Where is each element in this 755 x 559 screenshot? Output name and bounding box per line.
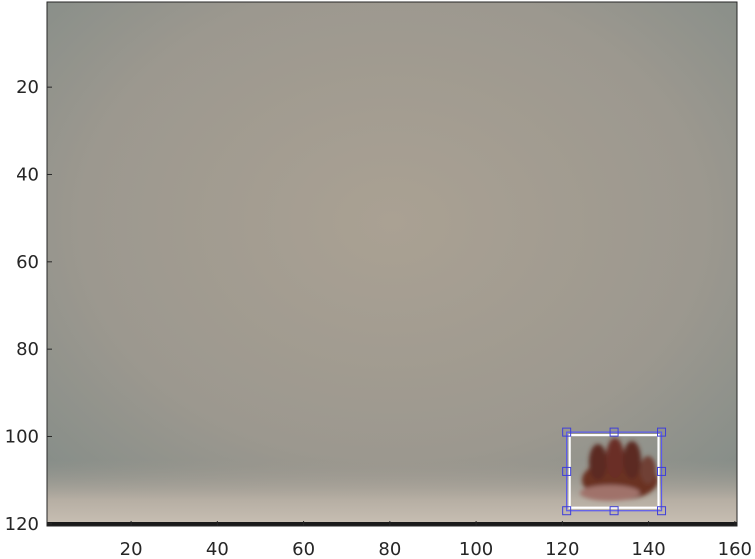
axes-box bbox=[46, 1, 738, 527]
roi-resize-handle[interactable] bbox=[657, 466, 667, 476]
x-tick-label: 40 bbox=[206, 539, 229, 559]
roi-resize-handle[interactable] bbox=[657, 427, 667, 437]
x-tick-label: 80 bbox=[378, 539, 401, 559]
roi-resize-handle[interactable] bbox=[562, 427, 572, 437]
hand-blob bbox=[580, 438, 658, 501]
roi-resize-handle[interactable] bbox=[609, 427, 619, 437]
x-tick-label: 100 bbox=[459, 539, 493, 559]
x-tick-label: 120 bbox=[545, 539, 579, 559]
y-tick-label: 40 bbox=[16, 164, 39, 185]
y-tick-label: 100 bbox=[5, 426, 39, 447]
x-tick-label: 140 bbox=[631, 539, 665, 559]
camera-image bbox=[47, 2, 737, 526]
roi-inner-outline bbox=[568, 434, 660, 509]
roi-resize-handle[interactable] bbox=[657, 506, 667, 516]
roi-rectangle[interactable] bbox=[562, 427, 667, 516]
x-tick-label: 160 bbox=[718, 539, 752, 559]
y-tick-label: 20 bbox=[16, 77, 39, 98]
x-tick-label: 20 bbox=[120, 539, 143, 559]
x-tick-label: 60 bbox=[292, 539, 315, 559]
x-axis-ticks: 20 40 60 80 100 120 140 160 bbox=[120, 521, 752, 559]
y-tick-label: 120 bbox=[5, 514, 39, 535]
y-tick-label: 60 bbox=[16, 252, 39, 273]
roi-resize-handle[interactable] bbox=[562, 466, 572, 476]
roi-resize-handle[interactable] bbox=[609, 506, 619, 516]
y-tick-label: 80 bbox=[16, 339, 39, 360]
y-axis-ticks: 20 40 60 80 100 120 bbox=[5, 77, 52, 535]
roi-outline[interactable] bbox=[566, 431, 663, 512]
roi-resize-handle[interactable] bbox=[562, 506, 572, 516]
